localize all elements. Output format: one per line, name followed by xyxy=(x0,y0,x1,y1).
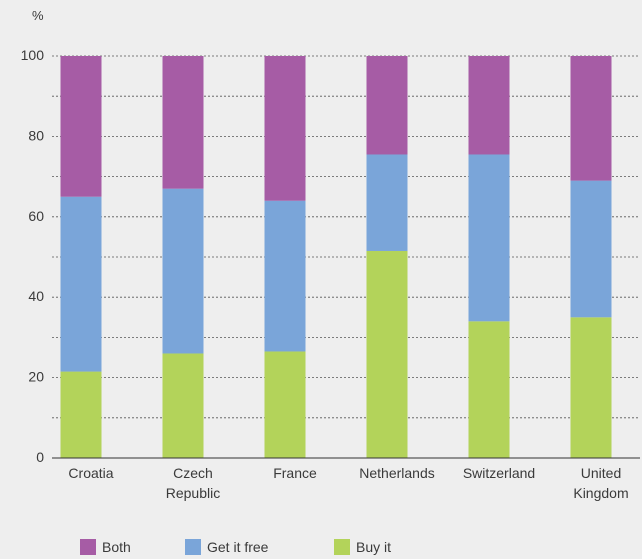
bar-get-it-free-3 xyxy=(366,154,408,251)
bars xyxy=(60,56,612,458)
x-category-label-3: Netherlands xyxy=(359,465,435,481)
bar-get-it-free-2 xyxy=(264,200,306,352)
bar-get-it-free-0 xyxy=(60,196,102,372)
x-category-label-2: France xyxy=(273,465,317,481)
y-axis-unit-label: % xyxy=(32,8,44,23)
y-tick-label-80: 80 xyxy=(28,127,44,143)
bar-buy-it-4 xyxy=(468,321,510,458)
legend-swatch xyxy=(80,539,96,555)
x-category-label-1: Czech Republic xyxy=(166,465,220,501)
legend-item-get-it-free: Get it free xyxy=(185,539,269,555)
bar-both-2 xyxy=(264,56,306,201)
bar-both-4 xyxy=(468,56,510,155)
x-category-label-5: United Kingdom xyxy=(573,465,628,501)
x-category-labels: Croatia Czech Republic France Netherlands Swi… xyxy=(68,465,628,501)
y-tick-label-100: 100 xyxy=(21,47,45,63)
bar-get-it-free-1 xyxy=(162,188,204,354)
bar-buy-it-0 xyxy=(60,371,102,458)
legend-item-buy-it: Buy it xyxy=(334,539,391,555)
legend-label: Buy it xyxy=(356,539,391,555)
bar-get-it-free-5 xyxy=(570,180,612,318)
bar-buy-it-2 xyxy=(264,351,306,458)
y-tick-label-20: 20 xyxy=(28,369,44,385)
bar-get-it-free-4 xyxy=(468,154,510,322)
bar-buy-it-5 xyxy=(570,317,612,458)
x-category-label-4: Switzerland xyxy=(463,465,535,481)
legend: Both Get it free Buy it xyxy=(80,539,391,555)
legend-label: Get it free xyxy=(207,539,269,555)
bar-both-0 xyxy=(60,56,102,197)
y-tick-labels: 0 20 40 60 80 100 xyxy=(21,47,45,465)
legend-item-both: Both xyxy=(80,539,131,555)
x-category-label-0: Croatia xyxy=(68,465,113,481)
legend-swatch xyxy=(185,539,201,555)
y-tick-label-60: 60 xyxy=(28,208,44,224)
legend-label: Both xyxy=(102,539,131,555)
gridlines xyxy=(52,55,640,419)
bar-both-5 xyxy=(570,56,612,181)
y-tick-label-40: 40 xyxy=(28,288,44,304)
bar-both-1 xyxy=(162,56,204,189)
bar-buy-it-3 xyxy=(366,250,408,458)
bar-both-3 xyxy=(366,56,408,155)
y-tick-label-0: 0 xyxy=(36,449,44,465)
bar-buy-it-1 xyxy=(162,353,204,458)
legend-swatch xyxy=(334,539,350,555)
